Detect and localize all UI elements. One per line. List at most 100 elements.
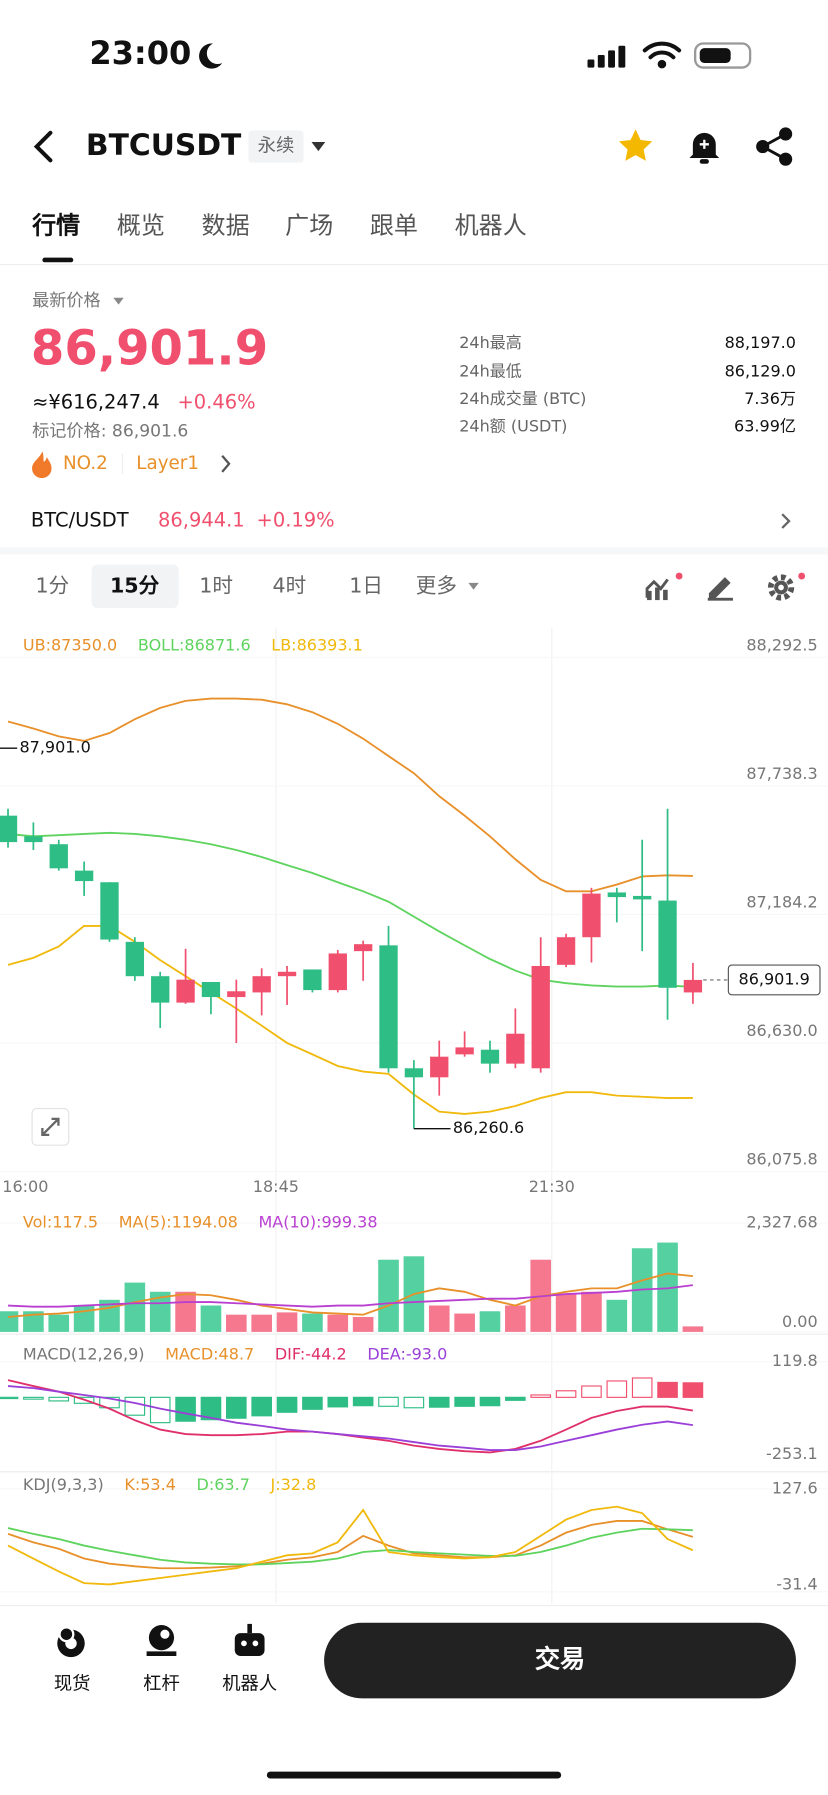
trade-label[interactable]: 交易 bbox=[535, 1645, 585, 1674]
legend-entry: MACD:48.7 bbox=[165, 1344, 254, 1363]
more-dropdown[interactable] bbox=[468, 582, 479, 590]
symbol-dropdown[interactable] bbox=[311, 142, 326, 152]
macd-bar bbox=[454, 1396, 475, 1407]
indicator-button[interactable] bbox=[645, 572, 683, 601]
candle-body bbox=[353, 944, 373, 952]
tab[interactable]: 概览 bbox=[117, 212, 165, 240]
tab[interactable]: 广场 bbox=[285, 212, 333, 240]
legend-entry: BOLL:86871.6 bbox=[138, 635, 251, 654]
macd-bar bbox=[479, 1396, 501, 1407]
y-tick-label: 127.6 bbox=[772, 1478, 818, 1497]
share-button[interactable] bbox=[756, 127, 793, 166]
legend-entry: UB:87350.0 bbox=[23, 635, 117, 654]
contract-badge bbox=[248, 130, 304, 163]
indicator-line bbox=[7, 924, 693, 1115]
symbol: BTCUSDT bbox=[86, 128, 242, 163]
legend-entry: D:63.7 bbox=[197, 1475, 250, 1494]
mark-price: 标记价格: 86,901.6 bbox=[32, 422, 188, 442]
stat-value: 7.36万 bbox=[744, 389, 796, 408]
footer-label[interactable]: 现货 bbox=[54, 1674, 91, 1695]
macd-bar bbox=[23, 1396, 44, 1400]
favorite-star[interactable] bbox=[618, 129, 653, 161]
moon-icon bbox=[199, 43, 223, 69]
candle-body bbox=[277, 971, 297, 977]
interval[interactable]: 15分 bbox=[110, 573, 160, 597]
stat-label: 24h最高 bbox=[459, 333, 522, 352]
volume-bar bbox=[23, 1311, 44, 1332]
converted-price: ≈¥616,247.4 bbox=[32, 391, 160, 414]
contract-type: 永续 bbox=[258, 136, 295, 157]
candle-body bbox=[430, 1056, 449, 1078]
candle-body bbox=[74, 870, 94, 882]
tab[interactable]: 跟单 bbox=[370, 212, 418, 240]
candle-body bbox=[556, 937, 576, 965]
bot-icon[interactable] bbox=[234, 1623, 265, 1656]
signal-icon bbox=[587, 45, 626, 68]
macd-bar bbox=[48, 1396, 70, 1402]
footer-label[interactable]: 机器人 bbox=[222, 1674, 277, 1695]
tab[interactable]: 数据 bbox=[202, 212, 250, 240]
interval[interactable]: 4时 bbox=[273, 573, 307, 597]
legend-entry: J:32.8 bbox=[270, 1475, 317, 1494]
interval[interactable]: 1时 bbox=[199, 573, 233, 597]
candle-body bbox=[683, 979, 703, 993]
candle-body bbox=[125, 941, 145, 977]
volume-bar bbox=[352, 1316, 374, 1332]
home-indicator bbox=[266, 1771, 562, 1779]
stat-label: 24h成交量 (BTC) bbox=[459, 389, 586, 408]
macd-bar bbox=[657, 1381, 678, 1398]
clock: 23:00 bbox=[89, 34, 191, 72]
macd-bar bbox=[631, 1377, 653, 1398]
expand-button[interactable] bbox=[31, 1107, 70, 1146]
macd-bar bbox=[352, 1396, 374, 1407]
y-tick-label: -253.1 bbox=[766, 1444, 818, 1463]
trade-button[interactable] bbox=[324, 1622, 796, 1699]
y-tick-label: 2,327.68 bbox=[746, 1213, 817, 1232]
back-button[interactable] bbox=[33, 130, 53, 163]
sector-chevron[interactable] bbox=[221, 455, 231, 473]
tab[interactable]: 机器人 bbox=[455, 212, 527, 240]
volume-bar bbox=[149, 1291, 171, 1332]
candle-body bbox=[379, 945, 398, 1069]
volume-bar bbox=[428, 1305, 450, 1332]
interval[interactable]: 更多 bbox=[416, 573, 457, 597]
extreme-label: 87,901.0 bbox=[19, 738, 90, 757]
macd-bar bbox=[302, 1396, 323, 1410]
indicator-line bbox=[7, 831, 693, 988]
candle-body bbox=[582, 893, 601, 938]
price-dropdown[interactable] bbox=[113, 297, 124, 305]
volume-bar bbox=[226, 1314, 247, 1332]
tab[interactable]: 行情 bbox=[31, 212, 80, 240]
volume-bar bbox=[200, 1305, 222, 1332]
spot-chevron[interactable] bbox=[781, 513, 791, 529]
candle-body bbox=[328, 953, 347, 991]
macd-bar bbox=[403, 1396, 425, 1409]
candle-body bbox=[506, 1033, 525, 1064]
spot-pair[interactable]: BTC/USDT bbox=[31, 509, 129, 532]
legend-entry: MA(5):1194.08 bbox=[119, 1213, 238, 1232]
macd-bar bbox=[0, 1396, 19, 1400]
settings-button[interactable] bbox=[767, 572, 806, 601]
volume-bar bbox=[555, 1294, 577, 1332]
candle-body bbox=[24, 836, 43, 843]
volume-bar bbox=[302, 1313, 323, 1332]
alert-bell[interactable] bbox=[689, 132, 720, 164]
margin-icon[interactable] bbox=[146, 1625, 177, 1656]
candle-body bbox=[633, 895, 652, 900]
rank[interactable]: NO.2 bbox=[63, 453, 108, 474]
macd-bar bbox=[606, 1380, 628, 1398]
sector[interactable]: Layer1 bbox=[136, 453, 199, 474]
footer-label[interactable]: 杠杆 bbox=[143, 1674, 180, 1695]
candle-body bbox=[480, 1049, 500, 1064]
volume-bar bbox=[479, 1311, 501, 1332]
indicator-line bbox=[7, 1505, 694, 1586]
spot-price: 86,944.1 bbox=[158, 509, 245, 532]
draw-button[interactable] bbox=[707, 577, 733, 601]
candle-body bbox=[0, 815, 18, 843]
interval[interactable]: 1日 bbox=[349, 573, 383, 597]
candle-body bbox=[49, 844, 68, 869]
y-tick-label: 87,184.2 bbox=[746, 892, 817, 911]
interval[interactable]: 1分 bbox=[36, 573, 70, 597]
volume-bar bbox=[657, 1242, 678, 1332]
spot-icon[interactable] bbox=[57, 1626, 85, 1658]
